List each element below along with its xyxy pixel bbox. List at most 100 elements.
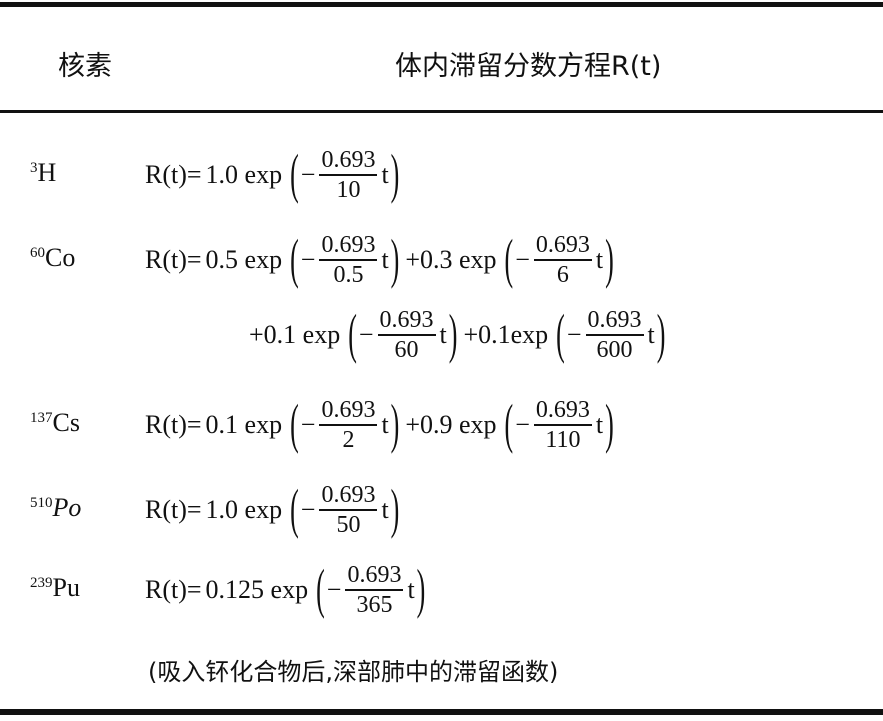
close-paren: ) — [416, 558, 426, 620]
denominator: 10 — [336, 177, 361, 203]
denominator: 0.5 — [333, 262, 364, 288]
retention-equation: R(t)= 1.0 exp(−0.693 10 t) — [145, 140, 401, 210]
fraction: 0.693 10 — [319, 146, 378, 204]
time-variable: t — [381, 160, 389, 189]
fraction: 0.693 60 — [377, 306, 436, 364]
time-variable: t — [595, 245, 604, 274]
nuclide: 3H — [30, 158, 56, 188]
close-paren: ) — [605, 228, 614, 290]
top-rule — [0, 2, 883, 7]
term-coefficient: +0.9 exp — [405, 410, 497, 439]
table-row: 137Cs R(t)= 0.1 exp(−0.693 2 t) +0.9 exp(−0.6… — [0, 390, 883, 460]
denominator: 600 — [596, 337, 633, 363]
open-paren: ( — [504, 393, 514, 455]
retention-equation: +0.1 exp(−0.693 60 t) +0.1exp(−0.693 600 t) — [245, 300, 667, 370]
minus-sign: − — [515, 245, 530, 274]
nuclide: 510Po — [30, 493, 81, 523]
term-coefficient: +0.3 exp — [405, 245, 497, 274]
table-row: +0.1 exp(−0.693 60 t) +0.1exp(−0.693 600 t) — [0, 300, 883, 370]
table-row: 510Po R(t)= 1.0 exp(−0.693 50 t) — [0, 475, 883, 545]
header-equation: 体内滞留分数方程R(t) — [395, 51, 662, 82]
retention-equation: R(t)= 1.0 exp(−0.693 50 t) — [145, 475, 401, 545]
equation-lead: R(t)= — [145, 410, 202, 439]
close-paren: ) — [390, 143, 400, 205]
numerator: 0.693 — [319, 481, 378, 511]
element-symbol: Cs — [52, 408, 80, 437]
numerator: 0.693 — [345, 561, 404, 591]
header-nuclide: 核素 — [58, 51, 112, 82]
term-coefficient: +0.1exp — [463, 320, 549, 349]
table-row: 239Pu R(t)= 0.125 exp(−0.693 365 t) — [0, 555, 883, 625]
equation-lead: R(t)= — [145, 495, 202, 524]
open-paren: ( — [290, 478, 299, 540]
denominator: 50 — [336, 512, 361, 538]
close-paren: ) — [656, 303, 666, 365]
element-symbol: Pu — [52, 573, 80, 602]
equation-lead: R(t)= — [145, 245, 202, 274]
equation-lead: R(t)= — [145, 575, 202, 604]
open-paren: ( — [316, 558, 325, 620]
minus-sign: − — [515, 410, 530, 439]
fraction: 0.693 110 — [533, 396, 592, 454]
nuclide: 60Co — [30, 243, 75, 273]
denominator: 110 — [545, 427, 581, 453]
minus-sign: − — [300, 495, 316, 524]
denominator: 2 — [342, 427, 355, 453]
time-variable: t — [381, 495, 389, 524]
element-symbol: H — [37, 158, 57, 187]
nuclide: 239Pu — [30, 573, 80, 603]
minus-sign: − — [300, 160, 316, 189]
denominator: 365 — [356, 592, 393, 618]
numerator: 0.693 — [319, 146, 378, 176]
mass-number: 510 — [30, 495, 53, 511]
equation-lead: R(t)= — [145, 160, 202, 189]
fraction: 0.693 600 — [585, 306, 644, 364]
close-paren: ) — [390, 228, 400, 290]
term-coefficient: 0.125 exp — [205, 575, 309, 604]
mass-number: 239 — [30, 575, 53, 591]
open-paren: ( — [556, 303, 565, 365]
fraction: 0.693 50 — [319, 481, 378, 539]
time-variable: t — [439, 320, 447, 349]
open-paren: ( — [290, 228, 299, 290]
open-paren: ( — [504, 228, 514, 290]
numerator: 0.693 — [533, 231, 592, 261]
mass-number: 137 — [30, 410, 53, 426]
minus-sign: − — [326, 575, 342, 604]
element-symbol: Co — [45, 243, 76, 272]
numerator: 0.693 — [585, 306, 644, 336]
fraction: 0.693 0.5 — [319, 231, 378, 289]
open-paren: ( — [290, 143, 299, 205]
numerator: 0.693 — [319, 396, 378, 426]
bottom-rule — [0, 709, 883, 715]
close-paren: ) — [605, 393, 614, 455]
time-variable: t — [595, 410, 604, 439]
minus-sign: − — [300, 245, 316, 274]
retention-equation: R(t)= 0.5 exp(−0.693 0.5 t) +0.3 exp(−0.693 6… — [145, 225, 616, 295]
time-variable: t — [381, 410, 389, 439]
fraction: 0.693 2 — [319, 396, 378, 454]
time-variable: t — [407, 575, 415, 604]
table-row: 3H R(t)= 1.0 exp(−0.693 10 t) — [0, 140, 883, 210]
numerator: 0.693 — [533, 396, 592, 426]
term-coefficient: 0.5 exp — [205, 245, 283, 274]
fraction: 0.693 365 — [345, 561, 404, 619]
mass-number: 3 — [30, 160, 38, 176]
numerator: 0.693 — [377, 306, 436, 336]
minus-sign: − — [358, 320, 374, 349]
term-coefficient: 0.1 exp — [205, 410, 283, 439]
header-rule — [0, 110, 883, 113]
table-row: 60Co R(t)= 0.5 exp(−0.693 0.5 t) +0.3 exp(−0.… — [0, 225, 883, 295]
pu-note: (吸入钚化合物后,深部肺中的滞留函数) — [148, 658, 559, 686]
mass-number: 60 — [30, 245, 45, 261]
open-paren: ( — [290, 393, 299, 455]
time-variable: t — [647, 320, 655, 349]
minus-sign: − — [300, 410, 316, 439]
close-paren: ) — [390, 478, 400, 540]
retention-equation: R(t)= 0.125 exp(−0.693 365 t) — [145, 555, 427, 625]
fraction: 0.693 6 — [533, 231, 592, 289]
term-coefficient: 1.0 exp — [205, 160, 283, 189]
element-symbol: Po — [52, 493, 82, 522]
nuclide: 137Cs — [30, 408, 80, 438]
denominator: 60 — [394, 337, 419, 363]
